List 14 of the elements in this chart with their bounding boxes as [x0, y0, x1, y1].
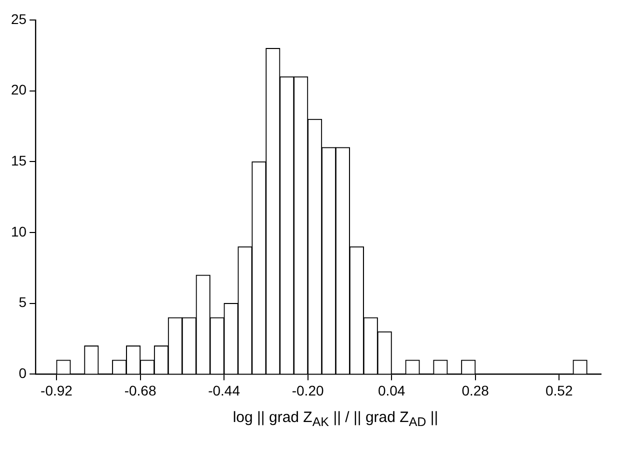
x-tick-label: 0.52 — [545, 382, 573, 398]
x-tick-label: -0.92 — [40, 382, 73, 398]
x-tick-label: 0.04 — [378, 382, 406, 398]
y-tick-label: 20 — [10, 82, 27, 98]
y-tick-label: 15 — [10, 152, 27, 169]
y-tick-label: 0 — [18, 365, 27, 382]
x-tick-label: 0.28 — [462, 382, 490, 398]
y-tick-label: 5 — [18, 294, 27, 310]
x-axis-title: log || grad Z$_{AK}$ || / || grad Z$_{AD}$ || — [232, 409, 440, 429]
y-tick-label: 10 — [10, 223, 27, 240]
x-tick-label: -0.68 — [124, 382, 156, 398]
x-tick-label: -0.20 — [292, 382, 324, 398]
x-tick-label: -0.44 — [208, 382, 240, 398]
y-tick-label: 25 — [10, 10, 27, 27]
